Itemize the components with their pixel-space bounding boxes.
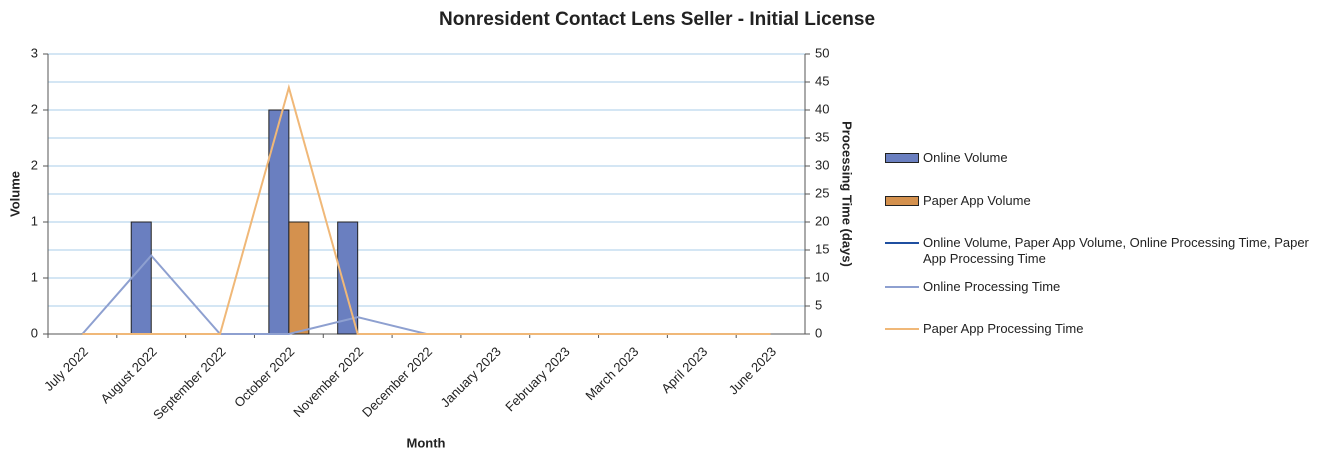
line <box>82 83 771 335</box>
y2-tick-label: 5 <box>815 297 822 312</box>
legend-label: Online Processing Time <box>923 279 1061 294</box>
y-tick-label: 2 <box>31 101 38 116</box>
x-tick-label: April 2023 <box>658 344 710 396</box>
legend-item: Online Processing Time <box>885 279 1325 295</box>
x-tick-label: July 2022 <box>41 344 91 394</box>
legend-label: Paper App Processing Time <box>923 321 1084 336</box>
y-tick-label: 1 <box>31 213 38 228</box>
y-tick-label: 2 <box>31 157 38 172</box>
legend-item: Online Volume, Paper App Volume, Online … <box>885 235 1325 267</box>
legend-swatch <box>885 328 919 330</box>
x-axis-title: Month <box>407 435 446 450</box>
y2-axis-title: Processing Time (days) <box>840 121 855 267</box>
y-tick-label: 1 <box>31 269 38 284</box>
y2-tick-label: 0 <box>815 325 822 340</box>
line <box>81 254 771 335</box>
y2-tick-label: 40 <box>815 101 829 116</box>
x-tick-label: January 2023 <box>438 344 504 410</box>
y2-tick-label: 45 <box>815 73 829 88</box>
legend-label: Paper App Volume <box>923 193 1031 208</box>
y-tick-label: 0 <box>31 325 38 340</box>
x-tick-label: December 2022 <box>359 344 435 420</box>
legend-swatch <box>885 153 919 163</box>
legend-swatch <box>885 196 919 206</box>
x-tick-label: February 2023 <box>502 344 572 414</box>
bar <box>130 221 152 335</box>
x-tick-label: June 2023 <box>726 344 780 398</box>
bar <box>288 221 310 335</box>
y-axis-title: Volume <box>7 171 22 217</box>
chart-title: Nonresident Contact Lens Seller - Initia… <box>439 9 875 30</box>
legend-item: Paper App Volume <box>885 193 1325 209</box>
legend-item: Paper App Processing Time <box>885 321 1325 337</box>
y-tick-label: 3 <box>31 45 38 60</box>
legend-swatch <box>885 242 919 244</box>
y2-tick-label: 50 <box>815 45 829 60</box>
legend-item: Online Volume <box>885 150 1325 166</box>
x-tick-label: March 2023 <box>582 344 641 403</box>
legend-swatch <box>885 286 919 288</box>
legend-label: Online Volume <box>923 150 1008 165</box>
y2-tick-label: 30 <box>815 157 829 172</box>
y2-tick-label: 20 <box>815 213 829 228</box>
bar <box>268 109 290 335</box>
y2-tick-label: 10 <box>815 269 829 284</box>
y2-tick-label: 25 <box>815 185 829 200</box>
y2-tick-label: 15 <box>815 241 829 256</box>
x-tick-label: September 2022 <box>150 344 229 423</box>
x-tick-label: October 2022 <box>231 344 297 410</box>
legend-label: Online Volume, Paper App Volume, Online … <box>923 235 1309 266</box>
bar <box>337 221 359 335</box>
y2-tick-label: 35 <box>815 129 829 144</box>
x-tick-label: August 2022 <box>98 344 160 406</box>
x-tick-label: November 2022 <box>290 344 366 420</box>
